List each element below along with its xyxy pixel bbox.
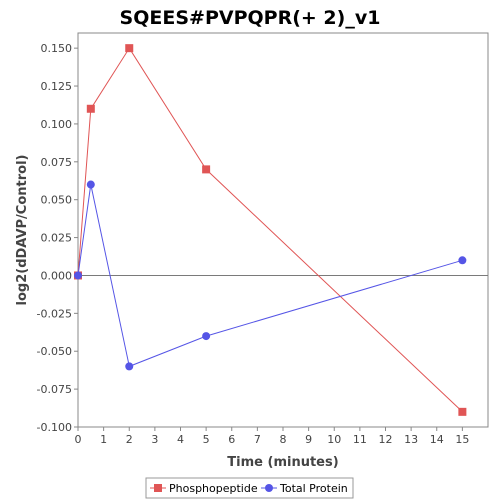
- x-axis-label: Time (minutes): [227, 455, 338, 470]
- x-tick-label: 9: [305, 433, 312, 446]
- y-tick-label: 0.100: [41, 118, 73, 131]
- x-tick-label: 7: [254, 433, 261, 446]
- x-tick-label: 0: [75, 433, 82, 446]
- legend-label-phosphopeptide: Phosphopeptide: [169, 482, 258, 495]
- x-tick-label: 15: [455, 433, 469, 446]
- x-tick-label: 4: [177, 433, 184, 446]
- y-tick-label: 0.075: [41, 156, 73, 169]
- legend: Phosphopeptide Total Protein: [145, 477, 354, 499]
- data-point-phosphopeptide: [458, 407, 467, 416]
- y-tick-label: 0.150: [41, 42, 73, 55]
- plot-area: [77, 32, 489, 428]
- y-tick-label: 0.000: [41, 269, 73, 282]
- data-point-phosphopeptide: [86, 104, 95, 113]
- x-tick-label: 1: [100, 433, 107, 446]
- y-tick-label: -0.100: [37, 421, 72, 434]
- y-tick-label: -0.075: [37, 383, 72, 396]
- x-tick-label: 6: [228, 433, 235, 446]
- y-tick-label: 0.025: [41, 232, 73, 245]
- y-tick-label: -0.025: [37, 307, 72, 320]
- x-tick-label: 13: [404, 433, 418, 446]
- y-tick-label: 0.050: [41, 194, 73, 207]
- legend-marker-total-protein: [265, 484, 273, 492]
- x-axis: 0 1 2 3 4 5 6 7 8 9 10 11 12 13 14 15: [75, 427, 469, 446]
- y-tick-label: 0.125: [41, 80, 73, 93]
- data-point-total-protein: [86, 180, 95, 189]
- data-point-total-protein: [202, 332, 211, 341]
- x-tick-label: 11: [353, 433, 367, 446]
- legend-box: [145, 477, 354, 499]
- x-tick-label: 14: [430, 433, 444, 446]
- legend-label-total-protein: Total Protein: [279, 482, 348, 495]
- series-layer: [74, 44, 467, 416]
- x-tick-label: 3: [151, 433, 158, 446]
- x-tick-label: 2: [126, 433, 133, 446]
- data-point-total-protein: [458, 256, 467, 265]
- x-tick-label: 12: [379, 433, 393, 446]
- y-axis-label: log2(dDAVP/Control): [15, 155, 30, 306]
- y-tick-label: -0.050: [37, 345, 72, 358]
- legend-marker-phosphopeptide: [154, 484, 162, 492]
- x-tick-label: 5: [203, 433, 210, 446]
- x-tick-label: 10: [327, 433, 341, 446]
- data-point-total-protein: [125, 362, 134, 371]
- data-point-phosphopeptide: [202, 165, 211, 174]
- chart-title: SQEES#PVPQPR(+ 2)_v1: [120, 7, 381, 29]
- x-tick-label: 8: [280, 433, 287, 446]
- data-point-phosphopeptide: [125, 44, 134, 53]
- y-axis: -0.100 -0.075 -0.050 -0.025 0.000 0.025 0.050 0…: [37, 42, 78, 434]
- data-point-total-protein: [74, 271, 82, 280]
